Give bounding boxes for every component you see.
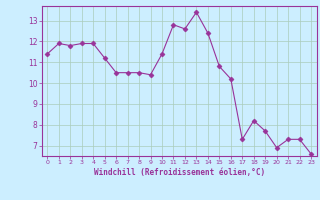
X-axis label: Windchill (Refroidissement éolien,°C): Windchill (Refroidissement éolien,°C) bbox=[94, 168, 265, 177]
